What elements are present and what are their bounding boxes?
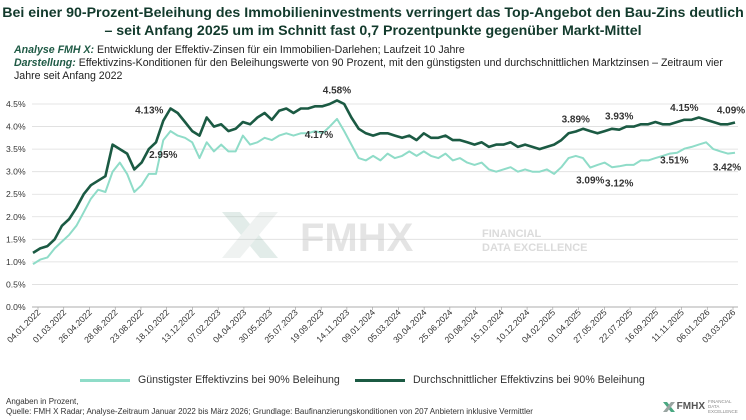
y-axis: 0.0% 0.5% 1.0% 1.5% 2.0% 2.5% 3.0% 3.5% 4.0% 4.5% xyxy=(6,99,26,312)
chart-title: Bei einer 90-Prozent-Beleihung des Immob… xyxy=(2,5,744,39)
data-label-avg: 3.89% xyxy=(562,115,590,126)
footer-unit-note: Angaben in Prozent, xyxy=(6,397,79,406)
data-label-avg: 4.09% xyxy=(717,105,745,116)
watermark: FMHX FINANCIAL DATA EXCELLENCE xyxy=(222,212,588,260)
data-label-avg: 3.93% xyxy=(605,112,633,123)
series-line-min xyxy=(32,117,736,265)
watermark-tagline-2: DATA EXCELLENCE xyxy=(482,242,588,254)
presentation-line: Darstellung: Effektivzins-Konditionen fü… xyxy=(14,57,734,82)
watermark-x-icon xyxy=(222,212,278,258)
analysis-label: Analyse FMH X: xyxy=(14,44,95,56)
analysis-line: Analyse FMH X: Entwicklung der Effektiv-… xyxy=(14,44,465,57)
x-axis: 04.01.202201.03.202226.04.202228.06.2022… xyxy=(5,307,738,345)
analysis-text: Entwicklung der Effektiv-Zinsen für ein … xyxy=(94,44,465,56)
logo-x-icon xyxy=(662,401,675,412)
y-tick-label: 3.5% xyxy=(6,144,26,154)
logo-tagline: FINANCIAL DATA EXCELLENCE xyxy=(708,399,738,414)
y-tick-label: 4.0% xyxy=(6,122,26,132)
data-label-min: 3.09% xyxy=(576,176,604,187)
logo: FMHX FINANCIAL DATA EXCELLENCE xyxy=(662,399,738,414)
y-tick-label: 1.0% xyxy=(6,257,26,267)
data-label-min: 3.51% xyxy=(660,156,688,167)
y-tick-label: 0.0% xyxy=(6,302,26,312)
presentation-text: Effektivzins-Konditionen für den Beleihu… xyxy=(14,57,723,82)
series-lines xyxy=(32,99,736,265)
legend-label-avg: Durchschnittlicher Effektivzins bei 90% … xyxy=(413,374,645,386)
series-line-avg xyxy=(32,99,736,255)
y-tick-label: 2.0% xyxy=(6,212,26,222)
y-tick-label: 4.5% xyxy=(6,99,26,109)
watermark-brand: FMHX xyxy=(300,216,414,260)
grid xyxy=(32,103,738,308)
data-label-avg: 4.13% xyxy=(135,106,163,117)
legend-swatch-min xyxy=(80,378,130,382)
legend-swatch-avg xyxy=(355,378,405,382)
y-tick-label: 0.5% xyxy=(6,279,26,289)
data-label-avg: 4.58% xyxy=(323,85,351,96)
data-label-min: 3.12% xyxy=(605,178,633,189)
legend-item-avg: Durchschnittlicher Effektivzins bei 90% … xyxy=(355,374,645,386)
presentation-label: Darstellung: xyxy=(14,57,76,69)
logo-brand: FMHX xyxy=(676,401,705,412)
legend-label-min: Günstigster Effektivzins bei 90% Beleihu… xyxy=(138,374,340,386)
footer-source: Quelle: FMH X Radar; Analyse-Zeitraum Ja… xyxy=(6,407,533,416)
annotations: 2.95% 4.17% 3.09% 3.12% 3.51% 3.42% 4.13% 4.58%… xyxy=(135,85,745,189)
data-label-min: 3.42% xyxy=(713,163,741,174)
data-label-min: 4.17% xyxy=(305,130,333,141)
y-tick-label: 3.0% xyxy=(6,167,26,177)
data-label-avg: 4.15% xyxy=(670,103,698,114)
watermark-tagline-1: FINANCIAL xyxy=(482,228,542,240)
legend-item-min: Günstigster Effektivzins bei 90% Beleihu… xyxy=(80,374,340,386)
y-tick-label: 2.5% xyxy=(6,189,26,199)
data-label-min: 2.95% xyxy=(149,150,177,161)
y-tick-label: 1.5% xyxy=(6,234,26,244)
